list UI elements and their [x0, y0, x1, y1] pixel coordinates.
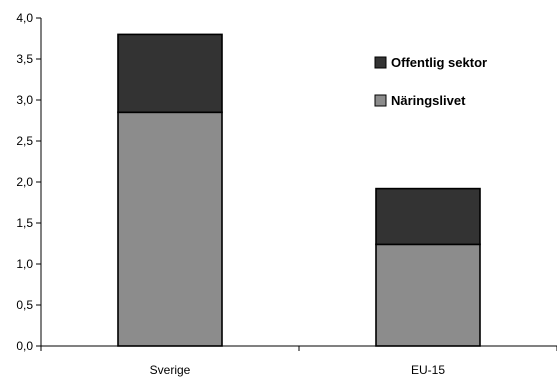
y-tick-label: 3,5 — [16, 52, 33, 66]
bars-layer — [117, 33, 481, 347]
bar-segment-eu-15-offentlig-sektor — [375, 187, 481, 246]
x-tick-label: Sverige — [150, 363, 191, 377]
legend-label-offentlig-sektor: Offentlig sektor — [391, 55, 487, 70]
x-tick-label: EU-15 — [411, 363, 445, 377]
y-tick-label: 3,0 — [16, 93, 33, 107]
legend: Offentlig sektor Näringslivet — [374, 55, 487, 108]
bar-segment-sverige-näringslivet — [117, 111, 223, 347]
y-tick-label: 0,5 — [16, 298, 33, 312]
legend-swatch-offentlig-sektor — [374, 56, 387, 69]
y-tick-label: 2,5 — [16, 134, 33, 148]
bar-segment-sverige-offentlig-sektor — [117, 33, 223, 114]
y-tick-label: 4,0 — [16, 11, 33, 25]
y-tick-label: 1,5 — [16, 216, 33, 230]
y-tick-label: 1,0 — [16, 257, 33, 271]
legend-label-näringslivet: Näringslivet — [391, 93, 466, 108]
legend-swatch-näringslivet — [374, 94, 387, 107]
bar-segment-eu-15-näringslivet — [375, 243, 481, 347]
y-tick-label: 0,0 — [16, 339, 33, 353]
y-tick-label: 2,0 — [16, 175, 33, 189]
axes-layer: Sverige EU-15 0,0 0,5 1,0 1,5 2,0 2,5 3,0 3,5 4,0 — [16, 11, 557, 377]
